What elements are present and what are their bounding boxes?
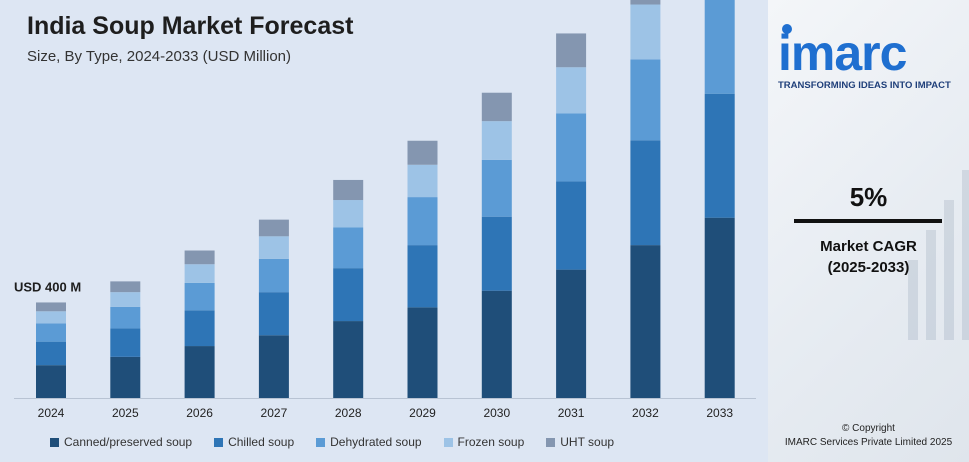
legend-swatch: [214, 437, 224, 447]
x-tick-label: 2025: [112, 406, 139, 420]
chart-title: India Soup Market Forecast: [27, 12, 354, 40]
bar-segment: [407, 197, 438, 246]
legend-swatch: [316, 437, 326, 447]
bar-segment: [333, 200, 364, 228]
bar-segment: [407, 307, 438, 398]
bar-segment: [110, 328, 141, 357]
bar-segment: [258, 236, 289, 259]
bar-segment: [630, 140, 661, 246]
cagr-label-line1: Market CAGR: [820, 238, 917, 255]
bar-segment: [110, 281, 141, 293]
cagr-label: Market CAGR (2025-2033): [768, 236, 969, 278]
legend-swatch: [546, 437, 556, 447]
bar-segment: [36, 341, 66, 366]
bar-segment: [481, 290, 512, 398]
bar-segment: [630, 59, 661, 141]
x-tick-label: 2028: [335, 406, 362, 420]
legend-swatch: [443, 437, 453, 447]
x-tick-label: 2032: [632, 406, 659, 420]
bar-segment: [481, 121, 512, 160]
bar-segment: [407, 164, 438, 198]
x-tick-label: 2027: [261, 406, 288, 420]
bar-segment: [704, 217, 735, 398]
cagr-divider: [794, 219, 942, 223]
bar-segment: [36, 302, 66, 312]
bar-segment: [704, 0, 735, 94]
chart-subtitle: Size, By Type, 2024-2033 (USD Million): [27, 48, 292, 65]
bar-segment: [184, 310, 215, 347]
bar-segment: [630, 0, 661, 5]
brand-tagline: TRANSFORMING IDEAS INTO IMPACT: [778, 80, 951, 91]
bar-segment: [184, 250, 215, 265]
legend-item: Frozen soup: [443, 435, 525, 449]
bar-segment: [556, 181, 587, 270]
bar-segment: [333, 227, 364, 269]
bar-segment: [407, 140, 438, 165]
sidebar-panel: imarc TRANSFORMING IDEAS INTO IMPACT 5% …: [768, 0, 969, 462]
bar-segment: [704, 93, 735, 218]
bar-segment: [184, 346, 215, 398]
logo-text: imarc: [778, 25, 907, 81]
bar-segment: [333, 179, 364, 201]
data-annotation-label: USD 400 M: [14, 279, 81, 294]
chart-panel: India Soup Market Forecast Size, By Type…: [0, 0, 768, 462]
x-tick-label: 2030: [483, 406, 510, 420]
x-tick-label: 2026: [186, 406, 213, 420]
cagr-value: 5%: [849, 182, 888, 212]
decorative-background-chart-icon: [908, 170, 969, 340]
copyright-notice: © Copyright IMARC Services Private Limit…: [768, 422, 969, 450]
legend-label: Chilled soup: [228, 435, 295, 449]
bar-segment: [556, 33, 587, 68]
bar-segment: [481, 92, 512, 122]
bar-segment: [184, 282, 215, 311]
x-tick-label: 2031: [558, 406, 585, 420]
legend-label: Frozen soup: [457, 435, 525, 449]
bar-segment: [110, 306, 141, 329]
bar-segment: [407, 245, 438, 308]
bar-segment: [333, 321, 364, 398]
bar-segment: [36, 365, 66, 398]
copyright-line2: IMARC Services Private Limited 2025: [784, 437, 953, 448]
stacked-bar-chart: 2024 2025 2026 2027 2028 2029 2030 2031 2032 2033…: [14, 0, 756, 420]
legend-label: Dehydrated soup: [330, 435, 422, 449]
bar-segment: [110, 292, 141, 307]
bar-segment: [258, 258, 289, 293]
x-tick-label: 2024: [38, 406, 65, 420]
logo-dot-icon: [782, 24, 792, 34]
legend-swatch: [50, 437, 59, 447]
bar-segment: [333, 268, 364, 322]
bar-segment: [258, 335, 289, 398]
legend-item: Canned/preserved soup: [50, 435, 192, 449]
bar-segment: [630, 4, 661, 60]
chart-legend: Canned/preserved soup Chilled soup Dehydra…: [50, 434, 614, 450]
legend-label: Canned/preserved soup: [64, 435, 193, 449]
bar-segment: [110, 356, 141, 398]
x-tick-label: 2033: [706, 406, 733, 420]
bar-segment: [481, 216, 512, 291]
bar-segment: [556, 113, 587, 182]
x-tick-label: 2029: [409, 406, 436, 420]
legend-item: UHT soup: [546, 435, 614, 449]
bar-segment: [36, 323, 66, 342]
bar-segment: [481, 159, 512, 217]
legend-label: UHT soup: [560, 435, 615, 449]
brand-logo: imarc TRANSFORMING IDEAS INTO IMPACT: [778, 10, 963, 91]
copyright-line1: © Copyright: [842, 423, 895, 434]
bar-segment: [630, 245, 661, 398]
cagr-label-line2: (2025-2033): [827, 259, 910, 276]
bar-segment: [556, 269, 587, 398]
bar-segment: [258, 292, 289, 336]
bar-segment: [556, 67, 587, 114]
bar-segment: [36, 311, 66, 324]
legend-item: Dehydrated soup: [316, 435, 422, 449]
legend-item: Chilled soup: [214, 435, 294, 449]
bar-segment: [258, 219, 289, 237]
bar-segment: [184, 264, 215, 283]
